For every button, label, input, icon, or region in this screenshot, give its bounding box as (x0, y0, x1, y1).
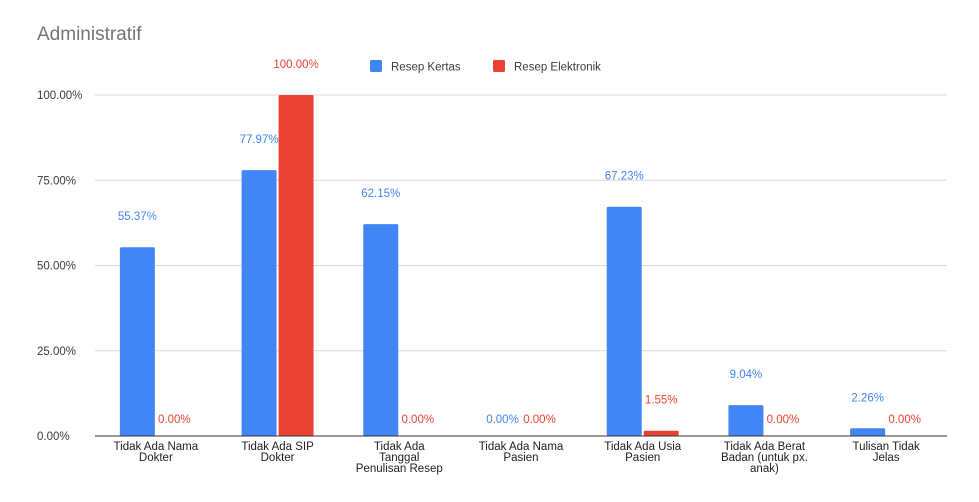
x-tick-label: Dokter (139, 452, 173, 464)
bars (119, 95, 886, 436)
axes: 0.00% 25.00% 50.00% 75.00% 100.00% Tidak Ada … (37, 90, 947, 475)
bar-resep-kertas (241, 170, 277, 436)
data-label: 77.97% (240, 134, 279, 146)
x-tick-label: Pasien (503, 452, 538, 464)
y-tick-label: 100.00% (37, 90, 82, 102)
x-tick-label: Badan (untuk px. (721, 452, 808, 464)
x-tick-label: Pasien (625, 452, 660, 464)
data-label: 0.00% (888, 414, 921, 426)
data-label: 1.55% (645, 395, 678, 407)
y-tick-label: 0.00% (37, 431, 70, 443)
data-label: 0.00% (767, 414, 800, 426)
x-tick-label: Jelas (873, 452, 900, 464)
bar-resep-kertas (363, 224, 399, 436)
x-tick-label: Dokter (261, 452, 295, 464)
y-tick-label: 75.00% (37, 175, 76, 187)
gridlines (95, 94, 947, 352)
legend-label-resep-elektronik: Resep Elektronik (514, 62, 601, 74)
data-label: 55.37% (118, 211, 157, 223)
y-tick-label: 50.00% (37, 261, 76, 273)
data-label: 9.04% (730, 369, 763, 381)
y-tick-label: 25.00% (37, 346, 76, 358)
data-label: 2.26% (851, 392, 884, 404)
legend-swatch-resep-kertas (370, 60, 382, 72)
x-tick-label: Tidak Ada Usia (604, 441, 682, 453)
data-label: 62.15% (361, 188, 400, 200)
x-tick-label: Penulisan Resep (356, 463, 443, 475)
data-label: 0.00% (486, 414, 519, 426)
x-tick-label: Tidak Ada Berat (724, 441, 806, 453)
x-tick-label: anak) (750, 463, 779, 475)
data-label: 67.23% (605, 171, 644, 183)
data-label: 0.00% (401, 414, 434, 426)
bar-resep-elektronik (278, 95, 314, 436)
legend: Resep Kertas Resep Elektronik (370, 60, 601, 74)
legend-label-resep-kertas: Resep Kertas (391, 62, 461, 74)
data-label: 100.00% (273, 59, 318, 71)
bar-resep-kertas (850, 428, 886, 436)
x-tick-label: Tidak Ada Nama (479, 441, 564, 453)
legend-swatch-resep-elektronik (493, 60, 505, 72)
x-tick-label: Tidak Ada SIP (241, 441, 314, 453)
bar-resep-elektronik (643, 430, 679, 436)
data-labels: 55.37% 0.00% 77.97% 100.00% 62.15% 0.00% 0.00%… (118, 59, 921, 426)
data-label: 0.00% (158, 414, 191, 426)
bar-resep-kertas (606, 206, 642, 436)
bar-resep-kertas (728, 405, 764, 436)
chart-title: Administratif (37, 24, 142, 45)
x-tick-label: Tidak Ada (374, 441, 425, 453)
data-label: 0.00% (523, 414, 556, 426)
x-tick-label: Tanggal (379, 452, 419, 464)
bar-resep-kertas (119, 247, 155, 436)
x-tick-label: Tulisan Tidak (852, 441, 920, 453)
x-tick-label: Tidak Ada Nama (114, 441, 199, 453)
